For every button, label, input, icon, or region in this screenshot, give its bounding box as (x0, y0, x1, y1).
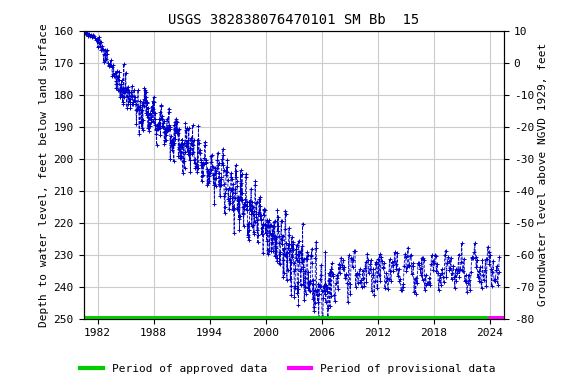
Y-axis label: Depth to water level, feet below land surface: Depth to water level, feet below land su… (39, 23, 50, 327)
Title: USGS 382838076470101 SM Bb  15: USGS 382838076470101 SM Bb 15 (168, 13, 419, 27)
Y-axis label: Groundwater level above NGVD 1929, feet: Groundwater level above NGVD 1929, feet (538, 43, 548, 306)
Legend: Period of approved data, Period of provisional data: Period of approved data, Period of provi… (76, 359, 500, 379)
